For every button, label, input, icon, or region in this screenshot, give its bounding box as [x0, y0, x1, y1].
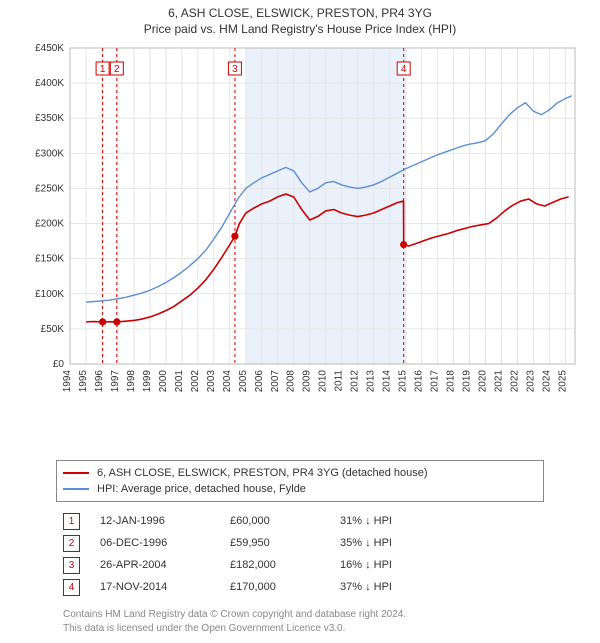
- svg-text:£100K: £100K: [35, 289, 64, 300]
- legend-label: 6, ASH CLOSE, ELSWICK, PRESTON, PR4 3YG …: [97, 467, 428, 479]
- svg-text:1998: 1998: [126, 370, 137, 393]
- svg-text:1: 1: [100, 64, 106, 75]
- svg-text:2022: 2022: [509, 370, 520, 393]
- svg-text:£400K: £400K: [35, 78, 64, 89]
- table-row: 2 06-DEC-1996 £59,950 35% ↓ HPI: [63, 532, 537, 554]
- svg-text:2003: 2003: [206, 370, 217, 393]
- sale-price: £182,000: [230, 559, 320, 571]
- svg-text:2023: 2023: [525, 370, 536, 393]
- svg-text:£150K: £150K: [35, 254, 64, 265]
- sales-table: 1 12-JAN-1996 £60,000 31% ↓ HPI 2 06-DEC…: [63, 510, 537, 598]
- sale-marker-badge: 4: [63, 579, 80, 596]
- table-row: 1 12-JAN-1996 £60,000 31% ↓ HPI: [63, 510, 537, 532]
- legend-label: HPI: Average price, detached house, Fyld…: [97, 483, 306, 495]
- svg-text:1999: 1999: [142, 370, 153, 393]
- sale-diff: 37% ↓ HPI: [340, 581, 450, 593]
- chart-legend: 6, ASH CLOSE, ELSWICK, PRESTON, PR4 3YG …: [56, 460, 544, 502]
- legend-swatch: [63, 488, 89, 490]
- svg-text:2018: 2018: [446, 370, 457, 393]
- footer-line: This data is licensed under the Open Gov…: [63, 622, 537, 636]
- sale-marker-badge: 1: [63, 513, 80, 530]
- table-row: 3 26-APR-2004 £182,000 16% ↓ HPI: [63, 554, 537, 576]
- sale-date: 26-APR-2004: [100, 559, 210, 571]
- sale-diff: 31% ↓ HPI: [340, 515, 450, 527]
- chart-titles: 6, ASH CLOSE, ELSWICK, PRESTON, PR4 3YG …: [0, 0, 600, 38]
- svg-text:1995: 1995: [78, 370, 89, 393]
- svg-text:£50K: £50K: [41, 324, 65, 335]
- svg-text:2024: 2024: [541, 370, 552, 393]
- svg-text:2020: 2020: [478, 370, 489, 393]
- svg-text:2025: 2025: [557, 370, 568, 393]
- chart-footer: Contains HM Land Registry data © Crown c…: [63, 608, 537, 643]
- svg-text:2010: 2010: [318, 370, 329, 393]
- legend-item: 6, ASH CLOSE, ELSWICK, PRESTON, PR4 3YG …: [63, 465, 537, 481]
- svg-text:£450K: £450K: [35, 43, 64, 54]
- svg-text:2017: 2017: [430, 370, 441, 393]
- svg-text:2011: 2011: [334, 370, 345, 392]
- svg-text:2021: 2021: [493, 370, 504, 393]
- svg-text:2000: 2000: [158, 370, 169, 393]
- svg-text:2012: 2012: [350, 370, 361, 393]
- svg-text:2005: 2005: [238, 370, 249, 393]
- sale-price: £60,000: [230, 515, 320, 527]
- svg-text:£350K: £350K: [35, 113, 64, 124]
- svg-text:£0: £0: [53, 359, 65, 370]
- footer-line: Contains HM Land Registry data © Crown c…: [63, 608, 537, 622]
- svg-text:2009: 2009: [302, 370, 313, 393]
- svg-text:2019: 2019: [462, 370, 473, 393]
- svg-text:2006: 2006: [254, 370, 265, 393]
- sale-diff: 16% ↓ HPI: [340, 559, 450, 571]
- svg-text:£300K: £300K: [35, 148, 64, 159]
- svg-text:2002: 2002: [190, 370, 201, 393]
- svg-text:£200K: £200K: [35, 219, 64, 230]
- chart-title-sub: Price paid vs. HM Land Registry's House …: [4, 22, 596, 36]
- svg-text:2004: 2004: [222, 370, 233, 393]
- sale-date: 06-DEC-1996: [100, 537, 210, 549]
- sale-price: £59,950: [230, 537, 320, 549]
- sale-date: 17-NOV-2014: [100, 581, 210, 593]
- sale-diff: 35% ↓ HPI: [340, 537, 450, 549]
- chart-svg: £0 £50K £100K £150K £200K £250K £300K £350K £400…: [20, 42, 580, 412]
- chart-title-address: 6, ASH CLOSE, ELSWICK, PRESTON, PR4 3YG: [4, 6, 596, 20]
- svg-text:2008: 2008: [286, 370, 297, 393]
- svg-text:4: 4: [401, 64, 407, 75]
- svg-text:2015: 2015: [398, 370, 409, 393]
- sale-marker-badge: 2: [63, 535, 80, 552]
- table-row: 4 17-NOV-2014 £170,000 37% ↓ HPI: [63, 576, 537, 598]
- svg-text:1996: 1996: [94, 370, 105, 393]
- svg-text:2016: 2016: [414, 370, 425, 393]
- legend-item: HPI: Average price, detached house, Fyld…: [63, 481, 537, 497]
- svg-text:2013: 2013: [366, 370, 377, 393]
- svg-text:1997: 1997: [110, 370, 121, 393]
- sale-date: 12-JAN-1996: [100, 515, 210, 527]
- svg-text:2007: 2007: [270, 370, 281, 393]
- sale-price: £170,000: [230, 581, 320, 593]
- svg-text:2: 2: [114, 64, 120, 75]
- svg-text:3: 3: [232, 64, 238, 75]
- svg-text:2001: 2001: [174, 370, 185, 393]
- svg-text:2014: 2014: [382, 370, 393, 393]
- sale-marker-badge: 3: [63, 557, 80, 574]
- svg-text:1994: 1994: [62, 370, 73, 393]
- price-chart: £0 £50K £100K £150K £200K £250K £300K £350K £400…: [20, 42, 580, 412]
- svg-text:£250K: £250K: [35, 183, 64, 194]
- legend-swatch: [63, 472, 89, 474]
